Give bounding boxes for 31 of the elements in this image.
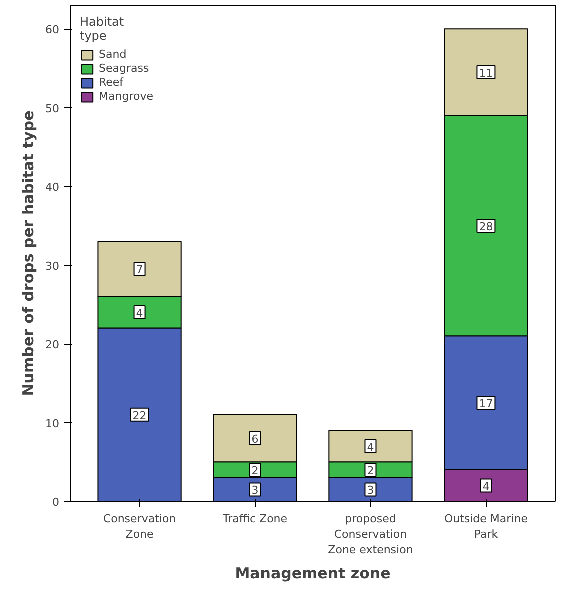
legend-label: Reef xyxy=(99,76,124,89)
legend-label: Sand xyxy=(99,48,127,61)
data-label: 6 xyxy=(252,433,259,446)
x-tick-label: Traffic Zone xyxy=(222,512,288,526)
data-label: 4 xyxy=(136,307,144,320)
legend-title: Habitat type xyxy=(80,15,126,43)
legend-label: Mangrove xyxy=(99,90,154,103)
data-label: 2 xyxy=(367,464,374,478)
y-tick-label: 30 xyxy=(46,260,60,273)
y-tick-label: 0 xyxy=(52,496,60,509)
data-label: 3 xyxy=(252,484,259,498)
y-tick-label: 60 xyxy=(46,24,60,37)
y-tick-label: 20 xyxy=(46,338,60,352)
x-tick-label: Outside Marine Park xyxy=(444,512,528,542)
data-label: 4 xyxy=(482,480,490,494)
data-label: 4 xyxy=(367,440,374,454)
data-label: 22 xyxy=(132,409,147,422)
x-axis-title: Management zone xyxy=(235,564,391,583)
x-tick-label: proposed Conservation Zone extension xyxy=(328,512,414,557)
data-label: 3 xyxy=(367,484,374,498)
data-label: 2 xyxy=(252,464,259,478)
legend-label: Seagrass xyxy=(99,62,150,75)
data-label: 17 xyxy=(479,398,494,411)
data-label: 7 xyxy=(136,264,144,277)
y-tick-label: 10 xyxy=(46,417,60,430)
y-tick-label: 50 xyxy=(46,102,60,116)
x-tick-label: Conservation Zone xyxy=(103,512,176,542)
data-label: 11 xyxy=(479,66,494,80)
data-label: 28 xyxy=(479,220,494,234)
y-tick-label: 40 xyxy=(46,181,60,194)
y-axis-title: Number of drops per habitat type xyxy=(20,110,38,396)
